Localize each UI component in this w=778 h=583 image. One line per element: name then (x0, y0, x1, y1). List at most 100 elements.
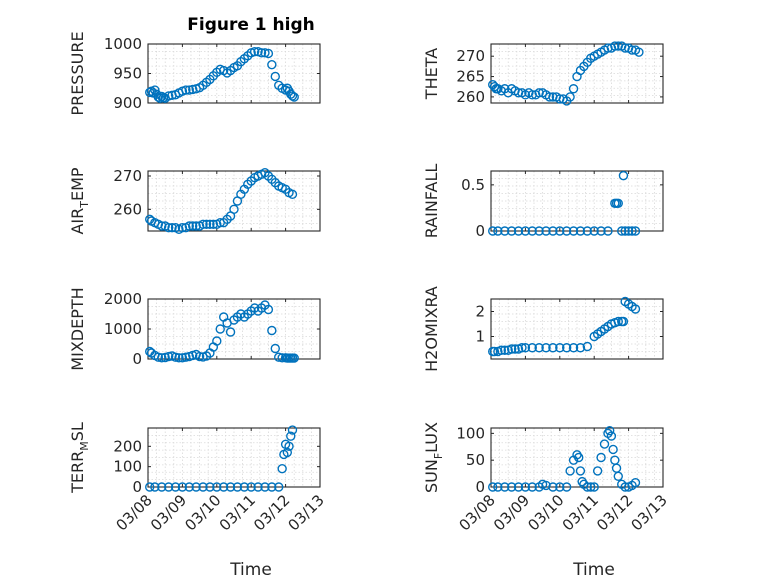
data-point (568, 343, 579, 353)
data-point (548, 226, 558, 236)
data-point (613, 471, 623, 481)
data-point (170, 482, 181, 492)
x-tick-label: 03/08 (456, 491, 499, 534)
x-tick-label: 03/09 (490, 491, 533, 534)
data-point (565, 466, 575, 476)
y-tick-label: 950 (113, 65, 142, 83)
y-tick-label: 100 (456, 424, 485, 442)
data-point (287, 425, 298, 435)
data-point (184, 85, 194, 95)
axes-frame (490, 43, 664, 104)
data-point (153, 92, 164, 102)
data-point (232, 482, 243, 492)
y-axis-label-part: SL (68, 422, 87, 441)
x-tick-label: 03/13 (285, 491, 328, 534)
data-point (599, 439, 610, 449)
data-point (181, 352, 191, 362)
data-point (191, 221, 201, 231)
y-tick-label: 1 (475, 328, 485, 346)
subplot-5: 0 1000 2000 MIXDEPTH (68, 287, 321, 371)
data-point (282, 447, 293, 458)
data-point (623, 226, 634, 236)
y-axis-label: THETA (422, 48, 441, 100)
data-point (604, 425, 615, 436)
data-point (225, 327, 236, 337)
data-point (157, 353, 167, 363)
data-point (286, 431, 296, 441)
x-tick-label: 03/11 (559, 491, 602, 534)
axes-frame (147, 170, 321, 232)
data-point (586, 482, 596, 492)
y-tick-label: 0 (132, 350, 142, 368)
data-point (541, 343, 551, 353)
y-tick-label: 270 (113, 167, 142, 185)
data-point (575, 343, 586, 353)
data-point (613, 198, 623, 209)
data-point (561, 226, 572, 236)
data-point (267, 325, 277, 336)
data-point (548, 482, 558, 492)
y-tick-label: 1000 (104, 320, 142, 338)
subplot-6: 1 2 H2OMIXRA (422, 286, 664, 372)
data-point (527, 226, 537, 236)
data-point (287, 189, 298, 200)
data-point (555, 343, 565, 353)
x-axis-label-right: Time (572, 560, 615, 580)
y-axis-label: TERRMSL (68, 422, 91, 494)
data-point (163, 91, 174, 101)
data-point (561, 343, 572, 353)
data-point (260, 482, 270, 492)
axes-frame (490, 298, 664, 360)
data-point (260, 48, 270, 58)
data-point (574, 452, 584, 463)
data-point (592, 466, 603, 476)
y-axis-label: H2OMIXRA (422, 286, 441, 372)
data-point (608, 444, 618, 455)
data-point (606, 431, 617, 441)
data-point (617, 226, 627, 236)
y-axis-label-part: TERR (68, 451, 87, 494)
data-point (541, 226, 551, 236)
data-point (194, 351, 205, 362)
data-point (527, 482, 537, 492)
y-axis-label-part: F (432, 453, 445, 459)
data-point (201, 219, 212, 230)
data-point (181, 85, 191, 95)
data-point (215, 324, 225, 334)
data-point (589, 482, 599, 492)
y-axis-label: AIRTEMP (68, 167, 91, 234)
data-point (534, 226, 544, 236)
data-point (198, 482, 208, 492)
y-axis-label: RAINFALL (422, 164, 441, 239)
data-point (500, 226, 510, 236)
data-point (289, 92, 299, 102)
y-tick-label: 100 (113, 458, 142, 476)
y-tick-label: 270 (456, 47, 485, 65)
data-point (555, 226, 565, 236)
data-point (596, 226, 606, 236)
data-point (634, 47, 644, 57)
data-point (582, 482, 593, 492)
data-point (188, 84, 198, 95)
data-point (177, 482, 188, 492)
data-point (225, 482, 236, 492)
data-point (249, 46, 260, 57)
data-point (627, 226, 637, 236)
data-point (520, 343, 531, 353)
data-point (270, 71, 280, 82)
y-tick-label: 2 (475, 303, 485, 321)
data-point (513, 226, 524, 236)
data-point (513, 482, 524, 492)
subplot-1: 900 950 1000 PRESSURE (68, 31, 321, 116)
y-tick-label: 900 (113, 94, 142, 112)
y-axis-label-part: SUN (422, 459, 441, 493)
data-point (555, 482, 565, 492)
x-tick-label: 03/12 (250, 491, 293, 534)
data-point (208, 219, 219, 230)
data-point (145, 482, 155, 492)
data-point (610, 41, 620, 51)
data-point (267, 482, 277, 492)
data-point (500, 345, 510, 355)
data-point (568, 84, 579, 94)
